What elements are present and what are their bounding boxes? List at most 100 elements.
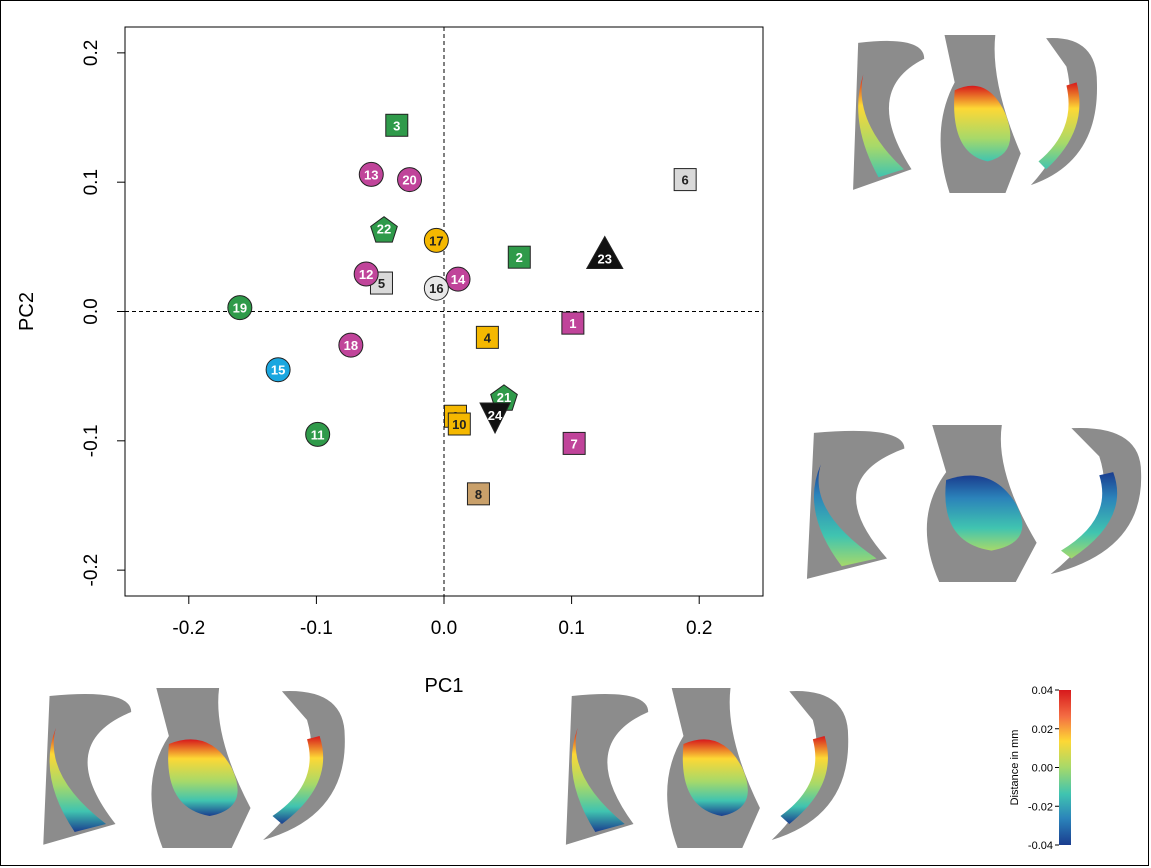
point-7: 7 <box>562 431 586 455</box>
point-label: 5 <box>378 276 385 291</box>
colorbar-tick-label: 0.04 <box>1032 685 1053 697</box>
point-label: 18 <box>344 338 358 353</box>
distance-map <box>168 739 238 816</box>
y-tick-label: 0.0 <box>81 298 102 324</box>
point-marker <box>507 245 531 269</box>
point-label: 23 <box>598 251 612 266</box>
distance-map <box>954 85 1011 162</box>
point-label: 10 <box>452 417 466 432</box>
point-1: 1 <box>561 311 585 335</box>
colorbar <box>1059 690 1071 845</box>
point-marker <box>358 161 384 187</box>
bone-shape <box>771 691 849 840</box>
point-marker <box>305 421 331 447</box>
point-marker <box>370 216 398 243</box>
distance-map <box>682 739 748 816</box>
bone-panel-bottom-left <box>37 688 351 848</box>
point-label: 17 <box>429 233 443 248</box>
point-12: 12 <box>353 261 379 287</box>
distance-map <box>1038 82 1080 170</box>
point-24: 24 <box>479 402 511 435</box>
point-marker <box>353 261 379 287</box>
point-marker <box>265 357 291 383</box>
point-label: 22 <box>377 222 391 237</box>
colorbar-tick-label: 0.02 <box>1032 724 1053 736</box>
point-2: 2 <box>507 245 531 269</box>
point-3: 3 <box>385 113 409 137</box>
point-20: 20 <box>397 167 423 193</box>
colorbar-title: Distance in mm <box>1009 730 1021 806</box>
point-11: 11 <box>305 421 331 447</box>
point-marker <box>397 167 423 193</box>
point-label: 1 <box>569 316 576 331</box>
point-marker <box>423 275 449 301</box>
point-label: 2 <box>516 250 523 265</box>
distance-map <box>780 736 828 824</box>
point-marker <box>673 168 697 192</box>
distance-map <box>858 74 904 178</box>
point-marker <box>447 412 471 436</box>
x-tick-label: 0.2 <box>686 618 712 639</box>
y-axis-label: PC2 <box>16 292 38 331</box>
point-marker <box>561 311 585 335</box>
point-label: 14 <box>451 272 466 287</box>
colorbar-tick-label: 0.00 <box>1032 763 1053 775</box>
point-marker <box>479 402 511 435</box>
point-label: 19 <box>233 301 247 316</box>
bone-panel-bottom-center <box>560 688 854 848</box>
point-marker <box>475 325 499 349</box>
point-10: 10 <box>447 412 471 436</box>
colorbar-tick-label: -0.04 <box>1028 840 1053 852</box>
point-label: 6 <box>682 173 689 188</box>
y-tick-label: -0.2 <box>81 554 102 587</box>
point-label: 16 <box>429 281 443 296</box>
distance-map <box>272 736 324 824</box>
point-16: 16 <box>423 275 449 301</box>
y-tick-label: 0.2 <box>81 40 102 66</box>
point-marker <box>423 227 449 253</box>
point-label: 24 <box>488 408 503 423</box>
point-label: 4 <box>484 330 492 345</box>
point-marker <box>385 113 409 137</box>
point-15: 15 <box>265 357 291 383</box>
point-label: 21 <box>497 390 511 405</box>
bone-panel-top-right <box>848 35 1102 193</box>
point-marker <box>466 482 490 506</box>
x-tick-label: 0.1 <box>558 618 584 639</box>
point-4: 4 <box>475 325 499 349</box>
y-tick-label: 0.1 <box>81 169 102 195</box>
point-marker <box>227 295 253 321</box>
point-label: 15 <box>271 363 285 378</box>
point-marker <box>562 431 586 455</box>
bone-shape <box>1030 37 1098 186</box>
bone-panel-middle-right <box>800 425 1148 582</box>
point-22: 22 <box>370 216 398 243</box>
x-tick-label: -0.1 <box>300 618 333 639</box>
x-tick-label: -0.2 <box>172 618 205 639</box>
point-label: 11 <box>311 427 325 442</box>
distance-map <box>49 728 107 832</box>
point-label: 3 <box>393 118 400 133</box>
point-label: 7 <box>571 436 578 451</box>
point-23: 23 <box>585 235 624 269</box>
x-tick-label: 0.0 <box>431 618 457 639</box>
bone-shape <box>263 691 345 840</box>
point-label: 20 <box>402 173 416 188</box>
point-marker <box>338 332 364 358</box>
point-6: 6 <box>673 168 697 192</box>
point-19: 19 <box>227 295 253 321</box>
distance-map <box>1061 472 1118 559</box>
point-label: 8 <box>475 487 482 502</box>
point-17: 17 <box>423 227 449 253</box>
point-marker <box>445 266 471 292</box>
point-label: 12 <box>359 267 373 282</box>
distance-map <box>571 728 625 832</box>
point-8: 8 <box>466 482 490 506</box>
point-14: 14 <box>445 266 471 292</box>
point-18: 18 <box>338 332 364 358</box>
x-axis-label: PC1 <box>425 675 464 697</box>
point-13: 13 <box>358 161 384 187</box>
colorbar-tick-label: -0.02 <box>1028 801 1053 813</box>
